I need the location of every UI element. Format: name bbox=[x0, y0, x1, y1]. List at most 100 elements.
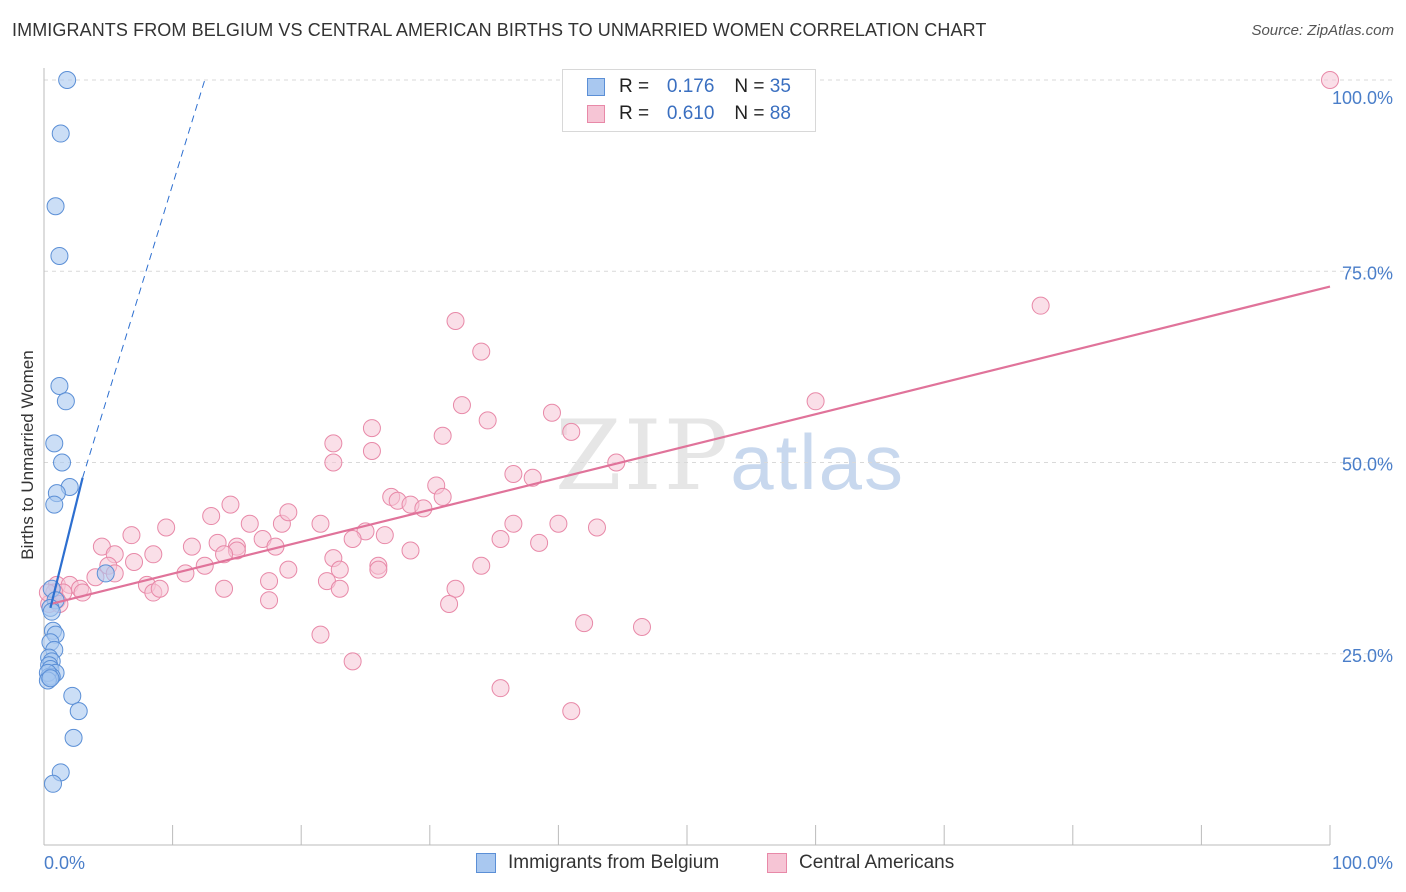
point-central-63 bbox=[330, 579, 349, 598]
point-belgium-3 bbox=[50, 246, 69, 265]
point-belgium-0 bbox=[58, 71, 77, 89]
point-belgium-1 bbox=[51, 124, 70, 143]
bottom-legend-label-belgium: Immigrants from Belgium bbox=[508, 852, 720, 873]
y-tick-label-25: 25.0% bbox=[1342, 646, 1393, 666]
bottom-legend-swatch-central bbox=[767, 853, 787, 873]
point-belgium-4 bbox=[50, 377, 69, 395]
legend-n-value-central: 88 bbox=[769, 103, 791, 124]
point-central-7 bbox=[478, 411, 497, 430]
source-credit: Source: ZipAtlas.com bbox=[1251, 22, 1394, 39]
legend-r-label: R = bbox=[619, 76, 650, 97]
point-central-36 bbox=[530, 533, 549, 552]
bottom-legend: Immigrants from Belgium Central American… bbox=[0, 852, 1406, 878]
point-belgium-2 bbox=[46, 197, 65, 216]
point-central-67 bbox=[446, 579, 465, 598]
point-belgium-10 bbox=[45, 495, 64, 514]
point-central-79 bbox=[343, 652, 362, 671]
point-central-77 bbox=[632, 617, 651, 636]
point-central-27 bbox=[504, 514, 523, 533]
trendline-belgium bbox=[49, 477, 84, 609]
point-central-16 bbox=[523, 468, 542, 487]
point-central-47 bbox=[125, 552, 144, 571]
point-central-87 bbox=[279, 503, 298, 522]
point-central-6 bbox=[542, 403, 561, 422]
point-central-5 bbox=[452, 396, 471, 415]
legend-row-central: R = 0.610 N = 88 bbox=[587, 101, 791, 127]
point-central-30 bbox=[157, 518, 176, 537]
legend-n-label: N = bbox=[734, 103, 765, 124]
point-central-4 bbox=[806, 392, 825, 411]
point-central-76 bbox=[575, 614, 594, 633]
y-tick-label-100: 100.0% bbox=[1332, 88, 1393, 108]
watermark: ZIPatlas bbox=[555, 400, 905, 512]
point-central-23 bbox=[414, 499, 433, 518]
chart-title: IMMIGRANTS FROM BELGIUM VS CENTRAL AMERI… bbox=[12, 20, 987, 40]
point-central-45 bbox=[401, 541, 420, 560]
point-central-32 bbox=[375, 526, 394, 545]
point-central-86 bbox=[587, 518, 606, 537]
point-central-9 bbox=[562, 422, 581, 441]
point-central-21 bbox=[433, 487, 452, 506]
point-central-8 bbox=[362, 419, 381, 438]
point-central-3 bbox=[472, 342, 491, 361]
point-central-42 bbox=[215, 545, 234, 564]
trendline-belgium-extension bbox=[82, 79, 206, 478]
point-belgium-6 bbox=[45, 434, 64, 453]
point-central-12 bbox=[362, 442, 381, 461]
point-belgium-30 bbox=[63, 686, 82, 705]
legend-r-value-central: 0.610 bbox=[666, 103, 715, 124]
point-central-80 bbox=[491, 679, 510, 698]
point-belgium-5 bbox=[56, 392, 75, 411]
y-tick-label-50: 50.0% bbox=[1342, 455, 1393, 475]
point-central-2 bbox=[446, 311, 465, 330]
point-central-81 bbox=[562, 702, 581, 721]
legend-swatch-central bbox=[587, 105, 605, 123]
point-central-1 bbox=[1031, 296, 1050, 315]
point-central-54 bbox=[369, 560, 388, 579]
trendline-central bbox=[50, 285, 1331, 606]
bottom-legend-central: Central Americans bbox=[767, 852, 954, 874]
point-central-15 bbox=[504, 464, 523, 483]
point-central-62 bbox=[215, 579, 234, 598]
point-belgium-34 bbox=[44, 774, 63, 793]
point-belgium-31 bbox=[69, 702, 88, 721]
point-central-53 bbox=[330, 560, 349, 579]
point-central-78 bbox=[311, 625, 330, 644]
point-belgium-29 bbox=[41, 669, 60, 688]
y-tick-label-75: 75.0% bbox=[1342, 263, 1393, 283]
point-central-25 bbox=[240, 514, 259, 533]
point-central-22 bbox=[221, 495, 240, 514]
point-central-24 bbox=[202, 507, 221, 526]
point-central-33 bbox=[122, 526, 141, 545]
point-belgium-32 bbox=[64, 728, 83, 747]
point-central-50 bbox=[472, 556, 491, 575]
legend-r-label: R = bbox=[619, 103, 650, 124]
point-central-65 bbox=[150, 579, 169, 598]
legend-n-label: N = bbox=[734, 76, 765, 97]
point-central-85 bbox=[491, 530, 510, 548]
point-central-35 bbox=[343, 530, 362, 548]
point-central-55 bbox=[176, 564, 195, 583]
point-central-0 bbox=[1321, 71, 1339, 89]
point-central-71 bbox=[260, 591, 279, 610]
point-central-58 bbox=[260, 572, 279, 591]
point-central-13 bbox=[324, 453, 343, 472]
point-central-28 bbox=[549, 514, 568, 533]
bottom-legend-label-central: Central Americans bbox=[799, 852, 955, 873]
legend-swatch-belgium bbox=[587, 78, 605, 96]
point-central-29 bbox=[311, 514, 330, 533]
x-tick-label-0: 0.0% bbox=[44, 853, 85, 873]
point-central-10 bbox=[433, 426, 452, 445]
bottom-legend-swatch-belgium bbox=[476, 853, 496, 873]
watermark-zip: ZIP bbox=[555, 400, 730, 512]
legend-row-belgium: R = 0.176 N = 35 bbox=[587, 74, 791, 100]
legend-n-value-belgium: 35 bbox=[769, 76, 791, 97]
legend-box: R = 0.176 N = 35 R = 0.610 N = 88 bbox=[562, 69, 816, 132]
point-central-11 bbox=[324, 434, 343, 453]
bottom-legend-belgium: Immigrants from Belgium bbox=[476, 852, 719, 874]
point-central-52 bbox=[279, 560, 298, 579]
point-belgium-11 bbox=[96, 564, 115, 583]
point-belgium-7 bbox=[53, 453, 72, 472]
point-central-43 bbox=[144, 545, 163, 564]
